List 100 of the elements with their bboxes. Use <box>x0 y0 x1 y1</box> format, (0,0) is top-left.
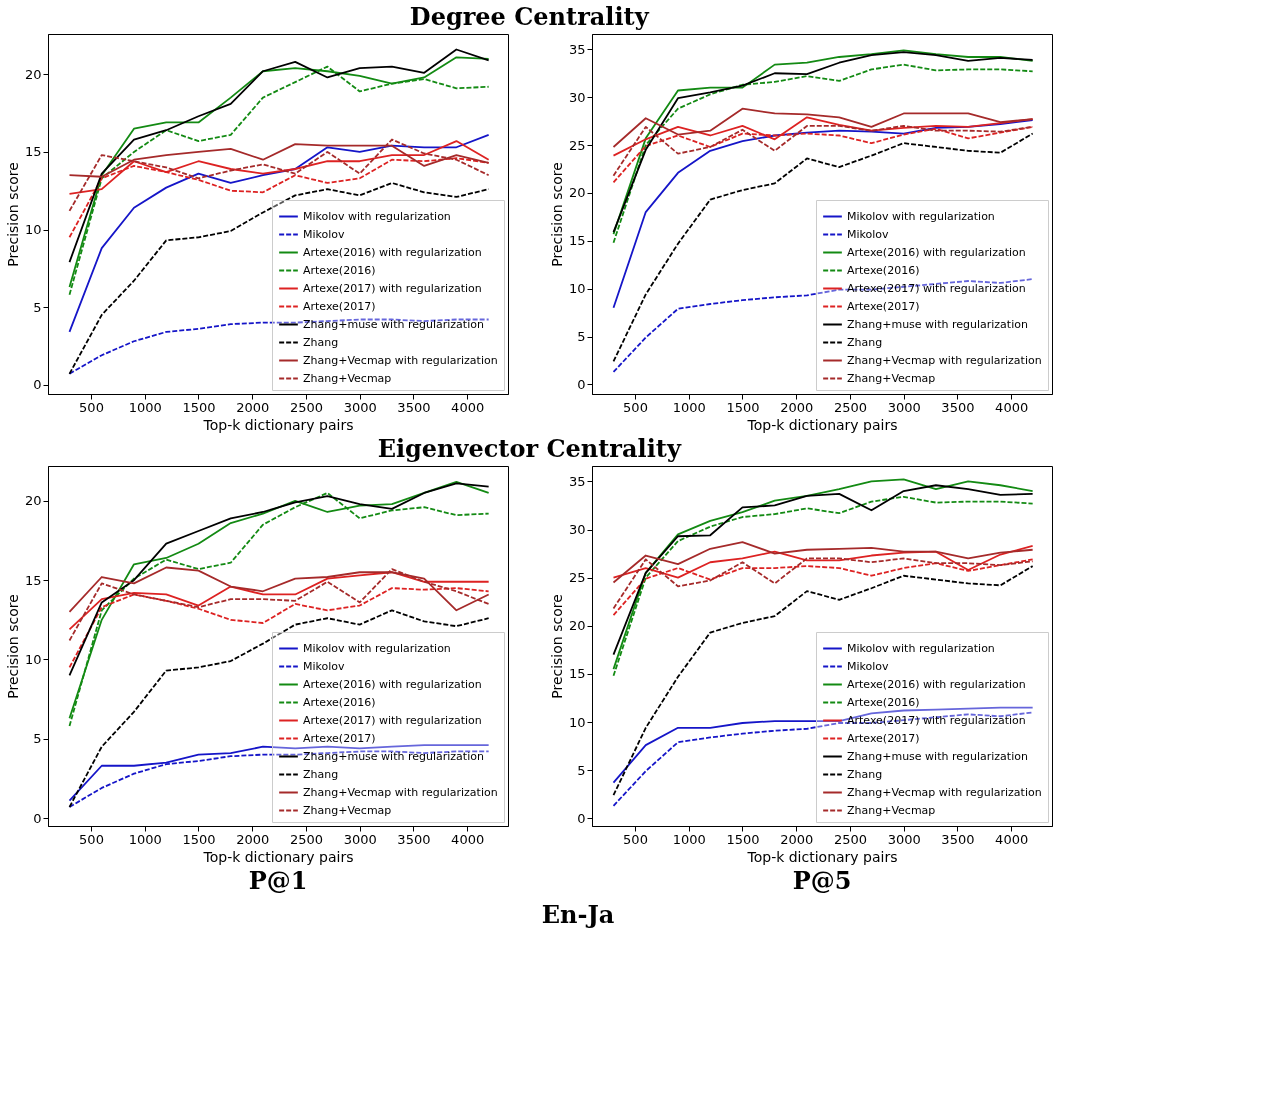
y-tick-label: 5 <box>33 731 42 747</box>
x-tick-label: 4000 <box>995 831 1029 847</box>
legend-label: Mikolov <box>303 659 346 673</box>
text: P@5 <box>792 866 852 895</box>
y-axis-title: Precision score <box>4 594 21 699</box>
x-tick-label: 2000 <box>780 399 814 415</box>
x-axis-title: Top-k dictionary pairs <box>746 416 898 433</box>
legend-label: Artexe(2016) <box>303 695 376 709</box>
y-tick-label: 0 <box>33 377 42 393</box>
y-axis-title: Precision score <box>548 594 565 699</box>
legend-label: Zhang+Vecmap with regularization <box>303 353 498 367</box>
legend-label: Artexe(2016) <box>847 263 920 277</box>
x-tick-label: 1500 <box>182 399 216 415</box>
line-series <box>68 133 490 333</box>
line-series <box>68 568 490 642</box>
y-tick-label: 35 <box>568 473 586 489</box>
legend-label: Zhang <box>847 335 883 349</box>
line-series <box>68 138 490 212</box>
x-tick-label: 2000 <box>236 399 270 415</box>
x-tick-label: 3500 <box>941 399 975 415</box>
x-tick-label: 2000 <box>236 831 270 847</box>
x-tick-label: 500 <box>79 399 104 415</box>
x-tick-label: 1500 <box>182 831 216 847</box>
x-tick-label: 500 <box>79 831 104 847</box>
y-tick-label: 5 <box>33 299 42 315</box>
y-tick-label: 0 <box>577 376 586 392</box>
y-axis-title: Precision score <box>548 162 565 267</box>
x-tick-label: 1500 <box>726 399 760 415</box>
legend-label: Zhang+Vecmap with regularization <box>847 353 1042 367</box>
x-tick-label: 3000 <box>887 399 921 415</box>
x-tick-label: 500 <box>623 831 648 847</box>
y-tick-label: 35 <box>568 41 586 57</box>
y-tick-label: 10 <box>24 651 42 667</box>
legend-label: Mikolov <box>303 227 346 241</box>
legend-label: Zhang+Vecmap with regularization <box>303 785 498 799</box>
x-axis-title: Top-k dictionary pairs <box>746 848 898 865</box>
x-axis-title: Top-k dictionary pairs <box>202 848 354 865</box>
x-tick-label: 2500 <box>833 399 867 415</box>
x-tick-label: 3000 <box>887 831 921 847</box>
x-tick-label: 4000 <box>451 399 485 415</box>
x-tick-label: 1000 <box>672 399 706 415</box>
y-tick-label: 0 <box>577 810 586 826</box>
x-tick-label: 500 <box>623 399 648 415</box>
legend-label: Mikolov with regularization <box>847 641 995 655</box>
y-tick-label: 5 <box>577 329 586 345</box>
y-tick-label: 0 <box>33 810 42 826</box>
legend-label: Artexe(2017) <box>303 299 376 313</box>
y-tick-label: 30 <box>568 89 586 105</box>
legend-label: Zhang <box>303 767 339 781</box>
x-tick-label: 4000 <box>451 831 485 847</box>
y-axis-title: Precision score <box>4 162 21 267</box>
y-tick-label: 20 <box>24 66 42 82</box>
y-tick-label: 20 <box>24 493 42 509</box>
x-tick-label: 2500 <box>833 831 867 847</box>
x-tick-label: 4000 <box>995 399 1029 415</box>
x-tick-label: 3000 <box>343 831 377 847</box>
x-tick-label: 2500 <box>289 831 323 847</box>
legend-label: Zhang <box>303 335 339 349</box>
x-axis-title: Top-k dictionary pairs <box>202 416 354 433</box>
legend-label: Mikolov with regularization <box>303 641 451 655</box>
legend-label: Artexe(2017) <box>847 299 920 313</box>
legend-label: Zhang+muse with regularization <box>303 317 484 331</box>
legend-label: Zhang+Vecmap <box>847 371 936 385</box>
y-tick-label: 15 <box>24 572 42 588</box>
legend-label: Artexe(2017) with regularization <box>303 281 482 295</box>
legend-label: Artexe(2017) with regularization <box>847 281 1026 295</box>
legend-label: Zhang+muse with regularization <box>303 749 484 763</box>
x-tick-label: 3500 <box>397 831 431 847</box>
legend-label: Artexe(2016) with regularization <box>847 245 1026 259</box>
line-series <box>612 107 1034 148</box>
legend-label: Mikolov <box>847 227 890 241</box>
legend-label: Zhang+muse with regularization <box>847 317 1028 331</box>
x-tick-label: 1000 <box>128 831 162 847</box>
x-tick-label: 2500 <box>289 399 323 415</box>
chart-title: Eigenvector Centrality <box>377 433 682 463</box>
x-tick-label: 3000 <box>343 399 377 415</box>
legend-label: Artexe(2016) with regularization <box>847 677 1026 691</box>
chart-title: Degree Centrality <box>409 1 650 31</box>
x-tick-label: 1000 <box>672 831 706 847</box>
legend-label: Artexe(2016) <box>303 263 376 277</box>
legend-label: Artexe(2017) with regularization <box>303 713 482 727</box>
y-tick-label: 20 <box>568 185 586 201</box>
legend-label: Zhang+Vecmap <box>303 371 392 385</box>
text: En-Ja <box>541 900 615 929</box>
y-tick-label: 15 <box>568 666 586 682</box>
y-tick-label: 25 <box>568 137 586 153</box>
legend-label: Mikolov with regularization <box>847 209 995 223</box>
line-series <box>68 482 490 677</box>
y-tick-label: 10 <box>568 281 586 297</box>
y-tick-label: 30 <box>568 522 586 538</box>
y-tick-label: 15 <box>568 233 586 249</box>
legend-label: Artexe(2016) with regularization <box>303 677 482 691</box>
legend-label: Artexe(2016) with regularization <box>303 245 482 259</box>
x-tick-label: 1000 <box>128 399 162 415</box>
x-tick-label: 3500 <box>941 831 975 847</box>
legend-label: Artexe(2017) <box>303 731 376 745</box>
y-tick-label: 10 <box>24 222 42 238</box>
legend-label: Zhang+Vecmap <box>847 803 936 817</box>
legend-label: Zhang <box>847 767 883 781</box>
y-tick-label: 25 <box>568 570 586 586</box>
